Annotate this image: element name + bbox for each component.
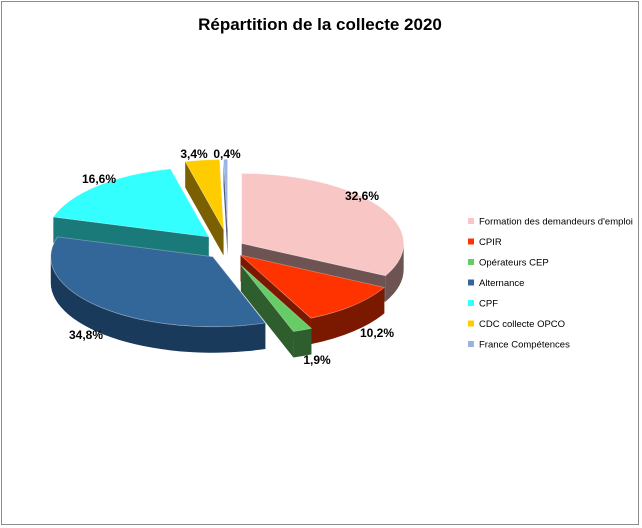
data-label-cpir: 10,2% [360, 326, 394, 340]
pie-wall-cdc-collecte-opco-0 [185, 161, 224, 256]
data-label-formation-des-demandeurs-d-emploi: 32,6% [345, 189, 379, 203]
legend-entry-alternance: Alternance [479, 278, 524, 289]
data-label-cpf: 16,6% [82, 172, 116, 186]
pie-side-formation-des-demandeurs-d-emploi-0 [385, 243, 404, 302]
data-label-cdc-collecte-opco: 3,4% [180, 147, 208, 161]
legend-swatch-formation-des-demandeurs-d-emploi [468, 218, 474, 224]
pie-side-operateurs-cep-0 [293, 328, 312, 358]
legend-entry-cpf: CPF [479, 299, 498, 310]
pie-wall-operateurs-cep-1 [240, 265, 294, 358]
legend-swatch-cpir [468, 238, 474, 245]
data-label-operateurs-cep: 1,9% [303, 353, 331, 367]
data-label-france-competences: 0,4% [213, 147, 241, 161]
legend-swatch-cpf [468, 300, 474, 306]
pie-slice-cdc-collecte-opco [184, 159, 224, 230]
legend-entry-cpir: CPIR [479, 237, 502, 248]
legend: Formation des demandeurs d'emploi CPIR Opé… [468, 217, 633, 351]
legend-entry-formation-des-demandeurs-d-emploi: Formation des demandeurs d'emploi [479, 217, 633, 228]
pie-slice-cpf [52, 168, 210, 238]
pie-slice-cpir [239, 254, 386, 319]
pie-wall-france-competences-0 [223, 159, 228, 256]
chart-title: Répartition de la collecte 2020 [198, 15, 442, 34]
legend-entry-cdc-collecte-opco: CDC collecte OPCO [479, 319, 565, 330]
pie-slice-operateurs-cep [240, 264, 313, 332]
pie-side-cpir-0 [310, 287, 385, 345]
legend-swatch-operateurs-cep [468, 259, 474, 265]
legend-entry-operateurs-cep: Opérateurs CEP [479, 258, 549, 269]
legend-swatch-alternance [468, 279, 474, 286]
legend-swatch-cdc-collecte-opco [468, 320, 474, 327]
pie-slice-france-competences [223, 158, 228, 230]
pie-tops [50, 158, 404, 332]
legend-entry-france-competences: France Compétences [479, 340, 570, 351]
data-label-alternance: 34,8% [69, 328, 103, 342]
pie-slice-formation-des-demandeurs-d-emploi [241, 173, 404, 277]
legend-swatch-france-competences [468, 341, 474, 347]
pie-labels: 32,6% 10,2% 1,9% 34,8% 16,6% 3,4% 0,4% [69, 147, 394, 367]
pie-side-alternance-0 [50, 256, 266, 353]
pie-slice-alternance [50, 236, 267, 328]
